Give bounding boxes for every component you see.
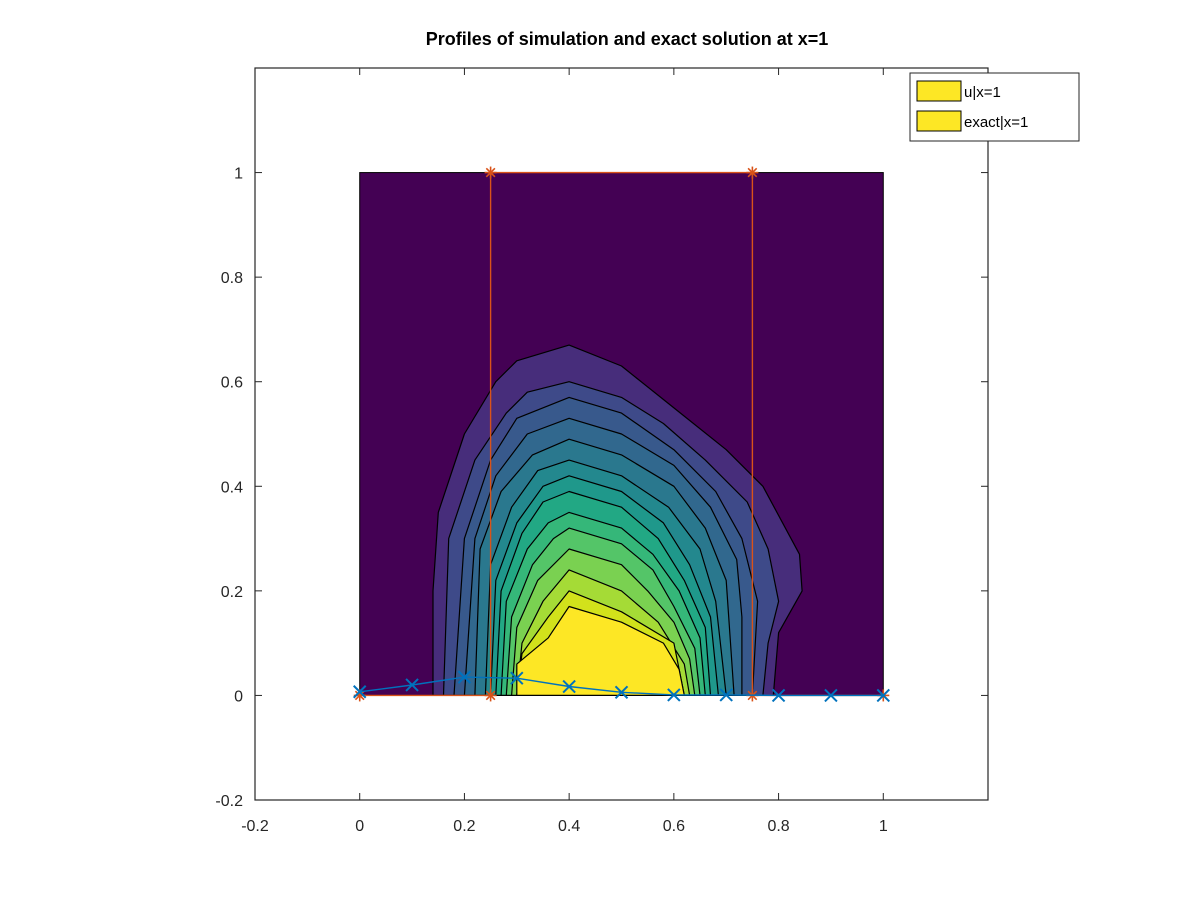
y-tick-label: 1: [234, 166, 243, 183]
x-tick-label: 0: [355, 818, 364, 835]
legend-swatch: [916, 110, 962, 132]
series-layer: [353, 166, 890, 703]
x-tick-label: 0.4: [558, 818, 580, 835]
y-tick-label: 0.8: [221, 270, 243, 287]
x-tick-label: 0.2: [453, 818, 475, 835]
contour-plot: [359, 172, 884, 697]
series-point-u-x-1: [667, 688, 681, 702]
series-point-exact-x-1: [484, 166, 497, 179]
series-point-u-x-1: [457, 670, 472, 684]
series-point-u-x-1: [876, 688, 890, 703]
y-tick-label: 0: [234, 688, 243, 705]
series-point-u-x-1: [562, 679, 576, 694]
series-point-exact-x-1: [484, 689, 497, 702]
y-tick-label: -0.2: [215, 793, 243, 810]
contour-level-14: [516, 605, 685, 697]
y-tick-label: 0.4: [221, 479, 243, 496]
x-tick-label: -0.2: [241, 818, 269, 835]
series-point-exact-x-1: [746, 166, 759, 179]
x-tick-label: 1: [879, 818, 888, 835]
legend: u|x=1 exact|x=1: [909, 72, 1080, 142]
series-point-u-x-1: [824, 688, 838, 703]
x-tick-label: 0.6: [663, 818, 685, 835]
axes: -0.2 0 0.2 0.4 0.6 0.8 1 -0.2 0 0.2 0.4 0.6 0.8 1: [215, 67, 989, 835]
chart-title: Profiles of simulation and exact solutio…: [426, 29, 829, 49]
series-point-u-x-1: [719, 688, 733, 702]
x-tick-label: 0.8: [767, 818, 789, 835]
series-point-u-x-1: [353, 685, 367, 699]
y-tick-label: 0.6: [221, 375, 243, 392]
legend-swatch: [916, 80, 962, 102]
series-point-u-x-1: [405, 678, 419, 692]
legend-entry: exact|x=1: [964, 114, 1028, 131]
series-point-u-x-1: [510, 671, 524, 685]
y-tick-label: 0.2: [221, 584, 243, 601]
series-point-u-x-1: [771, 688, 786, 703]
axes-box: [254, 67, 989, 801]
series-point-u-x-1: [614, 685, 629, 699]
legend-entry: u|x=1: [964, 84, 1001, 101]
